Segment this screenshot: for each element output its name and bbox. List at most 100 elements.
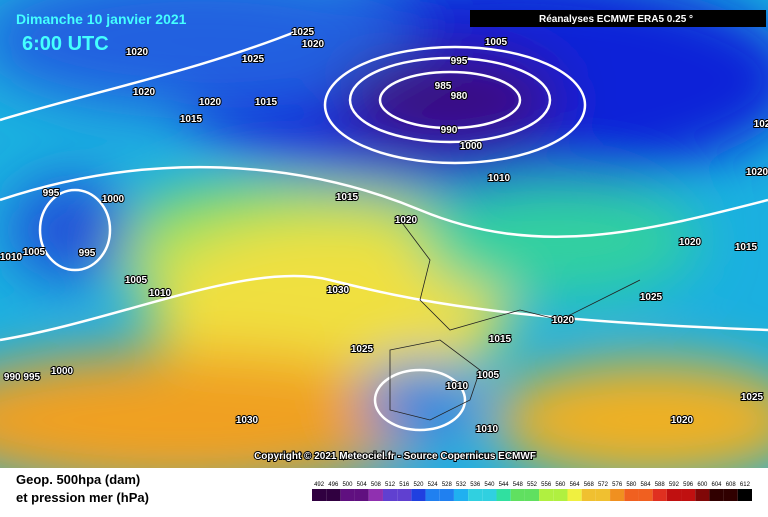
scale-swatch bbox=[439, 489, 454, 501]
source: Réanalyses ECMWF ERA5 0.25 ° bbox=[539, 14, 693, 25]
isobar-label: 1010 bbox=[488, 173, 511, 184]
scale-label: 516 bbox=[399, 482, 410, 488]
color-scale: 492 496 500 504 508 512 516 520 524 528 532 536 540 5… bbox=[312, 482, 752, 501]
legend-line1: Geop. 500hpa (dam) bbox=[16, 472, 140, 487]
scale-label: 564 bbox=[570, 482, 581, 488]
isobar-label: 1005 bbox=[125, 275, 148, 286]
scale-label: 572 bbox=[598, 482, 609, 488]
isobar-label: 1015 bbox=[180, 114, 203, 125]
scale-swatch bbox=[482, 489, 497, 501]
isobar-label: 1020 bbox=[671, 415, 694, 426]
scale-swatch bbox=[496, 489, 511, 501]
scale-swatch bbox=[737, 489, 752, 501]
isobar-label: 980 bbox=[451, 91, 468, 102]
isobar-label: 1030 bbox=[236, 415, 259, 426]
scale-swatch bbox=[312, 489, 327, 501]
scale-label: 512 bbox=[385, 482, 396, 488]
scale-swatch bbox=[638, 489, 653, 501]
scale-label: 600 bbox=[697, 482, 708, 488]
isobar-label: 1010 bbox=[446, 381, 469, 392]
isobar-label: 1015 bbox=[489, 334, 512, 345]
scale-swatch bbox=[340, 489, 355, 501]
scale-label: 492 bbox=[314, 482, 325, 488]
scale-label: 588 bbox=[655, 482, 666, 488]
isobar-label: 985 bbox=[435, 81, 452, 92]
scale-label: 548 bbox=[513, 482, 524, 488]
scale-swatch bbox=[553, 489, 568, 501]
scale-label: 540 bbox=[484, 482, 495, 488]
isobar-label: 1015 bbox=[336, 192, 359, 203]
scale-label: 528 bbox=[442, 482, 453, 488]
scale-label: 496 bbox=[328, 482, 339, 488]
isobar-label: 1000 bbox=[460, 141, 483, 152]
scale-swatch bbox=[581, 489, 596, 501]
isobar-label: 1015 bbox=[255, 97, 278, 108]
isobar-label: 1010 bbox=[476, 424, 499, 435]
isobar-label: 1010 bbox=[0, 252, 23, 263]
isobar-label: 1015 bbox=[735, 242, 758, 253]
isobar-label: 1025 bbox=[351, 344, 374, 355]
scale-swatch bbox=[539, 489, 554, 501]
scale-swatch bbox=[524, 489, 540, 501]
isobar-label: 1025 bbox=[741, 392, 764, 403]
scale-swatch bbox=[595, 489, 611, 501]
scale-label: 576 bbox=[612, 482, 623, 488]
scale-swatch bbox=[453, 489, 469, 501]
scale-label: 596 bbox=[683, 482, 694, 488]
source-box bbox=[470, 10, 766, 27]
isobar-label: 1020 bbox=[302, 39, 325, 50]
isobar-label: 1005 bbox=[477, 370, 500, 381]
isobar-label: 1005 bbox=[485, 37, 508, 48]
scale-swatch bbox=[397, 489, 412, 501]
scale-label: 524 bbox=[428, 482, 439, 488]
scale-label: 604 bbox=[712, 482, 723, 488]
scale-swatch bbox=[723, 489, 738, 501]
scale-label: 544 bbox=[499, 482, 510, 488]
isobar-label: 1000 bbox=[102, 194, 125, 205]
scale-swatch bbox=[709, 489, 724, 501]
isobar-label: 1020 bbox=[395, 215, 418, 226]
scale-label: 584 bbox=[641, 482, 652, 488]
scale-label: 568 bbox=[584, 482, 595, 488]
scale-swatch bbox=[354, 489, 369, 501]
date: Dimanche 10 janvier 2021 bbox=[16, 11, 187, 27]
isobar-label: 1025 bbox=[292, 27, 315, 38]
scale-swatch bbox=[652, 489, 667, 501]
isobar-label: 1025 bbox=[640, 292, 663, 303]
scale-label: 504 bbox=[357, 482, 368, 488]
scale-label: 560 bbox=[555, 482, 566, 488]
scale-swatch bbox=[326, 489, 341, 501]
isobar-label: 995 bbox=[43, 188, 60, 199]
isobar-label: 1000 bbox=[51, 366, 74, 377]
isobar-label: 1020 bbox=[199, 97, 222, 108]
scale-swatch bbox=[610, 489, 625, 501]
scale-label: 608 bbox=[726, 482, 737, 488]
scale-label: 500 bbox=[342, 482, 353, 488]
scale-label: 508 bbox=[371, 482, 382, 488]
isobar-label: 102 bbox=[754, 119, 768, 130]
scale-swatch bbox=[695, 489, 710, 501]
scale-label: 532 bbox=[456, 482, 467, 488]
scale-label: 556 bbox=[541, 482, 552, 488]
scale-swatch bbox=[666, 489, 682, 501]
isobar-label: 995 bbox=[451, 56, 468, 67]
scale-swatch bbox=[425, 489, 440, 501]
copyright: Copyright © 2021 Meteociel.fr - Source C… bbox=[254, 451, 536, 462]
scale-label: 552 bbox=[527, 482, 538, 488]
isobar-label: 1020 bbox=[679, 237, 702, 248]
scale-swatch bbox=[624, 489, 639, 501]
legend-line2: et pression mer (hPa) bbox=[16, 490, 149, 505]
time: 6:00 UTC bbox=[22, 33, 109, 55]
scale-swatch bbox=[411, 489, 426, 501]
isobar-label: 1010 bbox=[149, 288, 172, 299]
scale-label: 612 bbox=[740, 482, 751, 488]
scale-label: 580 bbox=[626, 482, 637, 488]
isobar-label: 1005 bbox=[23, 247, 46, 258]
isobar-label: 1020 bbox=[552, 315, 575, 326]
isobar-label: 1020 bbox=[133, 87, 156, 98]
isobar-label: 1025 bbox=[242, 54, 265, 65]
scale-swatch bbox=[681, 489, 696, 501]
scale-swatch bbox=[510, 489, 525, 501]
scale-swatch bbox=[382, 489, 398, 501]
